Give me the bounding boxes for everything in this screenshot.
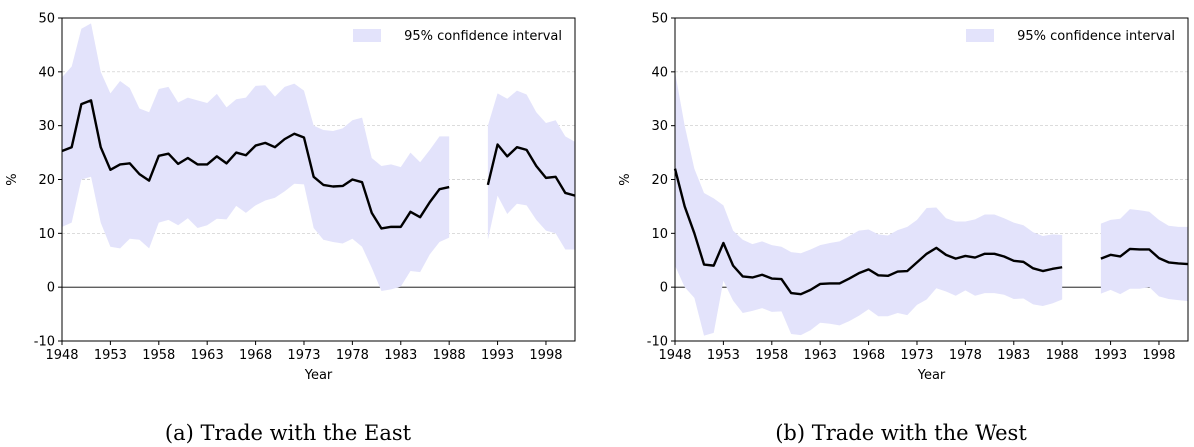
x-tick-label: 1983 [384,348,417,363]
y-tick-label: -10 [34,335,55,350]
y-tick-label: 10 [38,227,55,242]
x-tick-label: 1953 [94,348,127,363]
legend-swatch [966,29,994,42]
y-tick-label: 50 [38,12,55,27]
x-tick-label: 1993 [1094,348,1127,363]
y-tick-label: 20 [651,173,668,188]
y-tick-label: 40 [651,65,668,80]
x-axis-label: Year [917,368,946,383]
y-tick-label: 50 [651,12,668,27]
estimate-line-2 [486,143,576,197]
x-tick-label: 1988 [433,348,466,363]
legend-swatch [353,29,381,42]
legend-label: 95% confidence interval [404,29,562,44]
y-tick-label: 30 [651,119,668,134]
y-tick-label: 20 [38,173,55,188]
confidence-band-1 [675,71,1063,336]
x-tick-label: 1998 [529,348,562,363]
confidence-band-1 [62,23,450,291]
x-tick-label: 1988 [1046,348,1079,363]
x-tick-label: 1968 [852,348,885,363]
x-tick-label: 1948 [45,348,78,363]
y-tick-label: 0 [660,281,668,296]
x-tick-label: 1968 [239,348,272,363]
estimate-line-1 [673,168,1063,296]
figure-caption: (b) Trade with the West [775,421,1027,445]
x-tick-label: 1978 [949,348,982,363]
estimate-line-1 [61,99,450,230]
legend-label: 95% confidence interval [1017,29,1175,44]
y-tick-label: 30 [38,119,55,134]
y-tick-label: -10 [647,335,668,350]
y-tick-label: 10 [651,227,668,242]
confidence-band-2 [487,90,575,250]
chart-panel-1: -10 0 10 20 30 40 50 1948 1953 1958 1963 1968 1973 19… [5,12,576,445]
x-tick-label: 1963 [804,348,837,363]
y-tick-label: 40 [38,65,55,80]
legend: 95% confidence interval [353,29,562,44]
confidence-band-2 [1100,209,1188,302]
x-tick-label: 1998 [1142,348,1175,363]
y-tick-label: 0 [47,281,55,296]
y-axis-label: % [618,173,633,185]
chart-panel-2: -10 0 10 20 30 40 50 1948 1953 1958 1963 1968 1973 19… [618,12,1189,445]
legend: 95% confidence interval [966,29,1175,44]
x-tick-label: 1953 [707,348,740,363]
x-tick-label: 1973 [287,348,320,363]
estimate-line-2 [1100,247,1189,266]
x-tick-label: 1993 [481,348,514,363]
x-tick-label: 1948 [658,348,691,363]
x-tick-label: 1963 [191,348,224,363]
x-tick-label: 1958 [142,348,175,363]
x-axis-label: Year [304,368,333,383]
x-tick-label: 1973 [900,348,933,363]
figure-caption: (a) Trade with the East [165,421,412,445]
x-tick-label: 1983 [997,348,1030,363]
y-axis-label: % [5,173,20,185]
x-tick-label: 1978 [336,348,369,363]
x-tick-label: 1958 [755,348,788,363]
